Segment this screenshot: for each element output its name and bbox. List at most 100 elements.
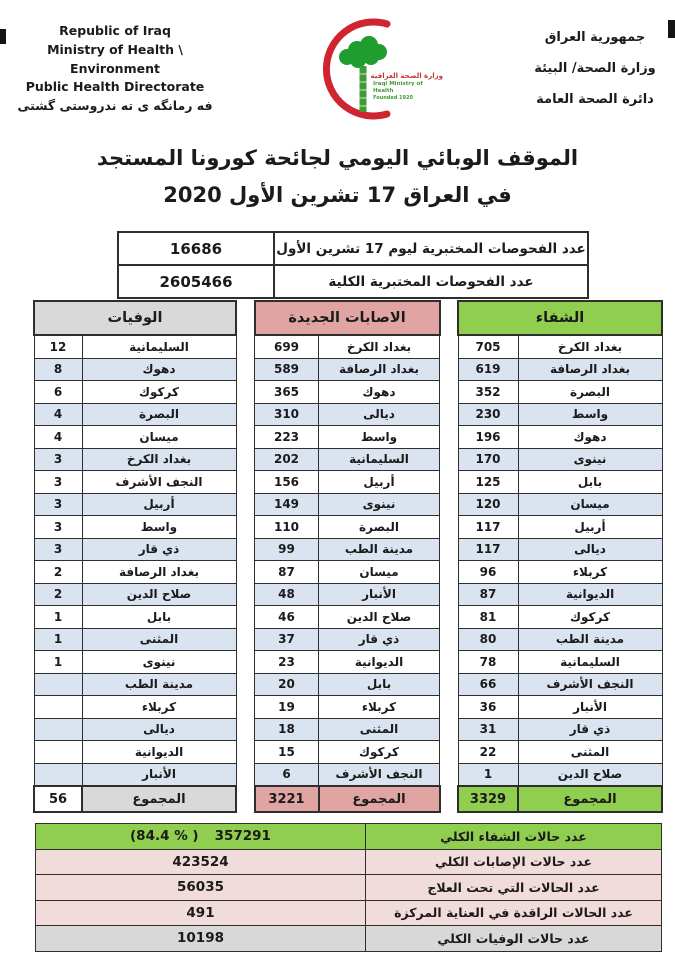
page-title-line2: في العراق 17 تشرين الأول 2020: [163, 183, 512, 207]
summary-value: 491: [35, 899, 366, 926]
table-row: 3 واسط: [33, 515, 237, 539]
summary-label: عدد الحالات التي تحت العلاج: [365, 874, 662, 901]
province-cell: بغداد الكرخ: [318, 334, 440, 359]
province-cell: ميسان: [81, 425, 237, 449]
header-ar-line1: جمهورية العراق: [544, 30, 646, 45]
province-cell: البصرة: [517, 380, 663, 404]
deaths-table: الوفيات 12 السليمانية 8 دهوك 6 كركوك 4 البصرة 4 م…: [33, 300, 237, 813]
table-row: 16686 عدد الفحوصات المختبرية ليوم 17 تشر…: [117, 231, 589, 266]
value-cell: 96: [457, 560, 519, 584]
province-cell: بغداد الكرخ: [81, 447, 237, 471]
value-cell: 19: [254, 695, 319, 719]
table-row: 81 كركوك: [457, 605, 663, 629]
table-row: 223 واسط: [254, 425, 440, 449]
table-row: 96 كربلاء: [457, 560, 663, 584]
province-cell: بابل: [318, 672, 440, 696]
province-cell: ديالى: [517, 537, 663, 561]
table-row: 36 الأنبار: [457, 695, 663, 719]
table-row: 23 الديوانية: [254, 650, 440, 674]
infections-total-label: المجموع: [317, 785, 441, 813]
value-cell: 3: [33, 470, 83, 494]
value-cell: 619: [457, 357, 519, 381]
infections-table-title: الاصابات الجديدة: [253, 300, 441, 336]
province-cell: أربيل: [517, 515, 663, 539]
recoveries-table: الشفاء 705 بغداد الكرخ 619 بغداد الرصافة 352…: [457, 300, 663, 813]
table-row: 31 ذي قار: [457, 717, 663, 741]
table-row: 8 دهوك: [33, 357, 237, 381]
value-cell: 80: [457, 627, 519, 651]
table-row: 705 بغداد الكرخ: [457, 334, 663, 359]
value-cell: 6: [254, 762, 319, 787]
province-cell: النجف الأشرف: [81, 470, 237, 494]
table-row: 3 بغداد الكرخ: [33, 447, 237, 471]
province-cell: دهوك: [318, 380, 440, 404]
tests-total-label: عدد الفحوصات المختبرية الكلية: [273, 264, 589, 299]
table-row: 2 بغداد الرصافة: [33, 560, 237, 584]
table-row: 117 ديالى: [457, 537, 663, 561]
table-row: 19 كربلاء: [254, 695, 440, 719]
value-cell: 230: [457, 402, 519, 426]
deaths-total-label: المجموع: [81, 785, 237, 813]
province-cell: كركوك: [517, 605, 663, 629]
value-cell: 4: [33, 425, 83, 449]
table-row: 117 أربيل: [457, 515, 663, 539]
table-row: 589 بغداد الرصافة: [254, 357, 440, 381]
summary-label: عدد الحالات الراقدة في العناية المركزة: [365, 899, 662, 926]
ministry-of-health-logo: وزارة الصحة العراقية Iraqi Ministry of H…: [295, 12, 445, 130]
header-english: Republic of Iraq Ministry of Health \ En…: [4, 22, 226, 116]
value-cell: 37: [254, 627, 319, 651]
province-cell: ميسان: [517, 492, 663, 516]
value-cell: 8: [33, 357, 83, 381]
value-cell: 87: [254, 560, 319, 584]
value-cell: 1: [33, 650, 83, 674]
value-cell: 18: [254, 717, 319, 741]
header-kurdish-line: فه رمانگه ى ته ندروستى گشتى: [17, 98, 213, 113]
value-cell: 149: [254, 492, 319, 516]
province-cell: بغداد الرصافة: [81, 560, 237, 584]
tests-total-value: 2605466: [117, 264, 275, 299]
value-cell: 1: [33, 605, 83, 629]
province-cell: دهوك: [81, 357, 237, 381]
value-cell: 36: [457, 695, 519, 719]
value-cell: 1: [33, 627, 83, 651]
table-row: 15 كركوك: [254, 740, 440, 764]
province-cell: بابل: [81, 605, 237, 629]
summary-value: (84.4 % ) 357291: [35, 823, 366, 850]
value-cell: 117: [457, 515, 519, 539]
value-cell: 23: [254, 650, 319, 674]
province-cell: بغداد الكرخ: [517, 334, 663, 359]
table-row: 87 ميسان: [254, 560, 440, 584]
value-cell: 66: [457, 672, 519, 696]
table-row: 619 بغداد الرصافة: [457, 357, 663, 381]
summary-row: 56035 عدد الحالات التي تحت العلاج: [35, 874, 662, 901]
table-row: 4 البصرة: [33, 402, 237, 426]
value-cell: 699: [254, 334, 319, 359]
table-row: 352 البصرة: [457, 380, 663, 404]
province-cell: السليمانية: [517, 650, 663, 674]
value-cell: 3: [33, 515, 83, 539]
table-row: 1 صلاح الدين: [457, 762, 663, 787]
province-cell: الديوانية: [517, 582, 663, 606]
logo-caption-english: Iraqi Ministry of Health: [373, 80, 423, 94]
province-cell: ديالى: [81, 717, 237, 741]
summary-number: 10198: [177, 930, 224, 947]
province-cell: أربيل: [81, 492, 237, 516]
table-row: 78 السليمانية: [457, 650, 663, 674]
page-title-line1: الموقف الوبائي اليومي لجائحة كورونا المس…: [96, 146, 579, 170]
province-cell: ذي قار: [318, 627, 440, 651]
province-cell: ذي قار: [517, 717, 663, 741]
value-cell: 46: [254, 605, 319, 629]
table-row: 156 أربيل: [254, 470, 440, 494]
header-en-line2: Ministry of Health \ Environment: [47, 41, 183, 76]
province-cell: ذي قار: [81, 537, 237, 561]
crescent-palm-icon: [323, 18, 391, 120]
value-cell: 365: [254, 380, 319, 404]
table-row: 66 النجف الأشرف: [457, 672, 663, 696]
value-cell: 22: [457, 740, 519, 764]
summary-value: 423524: [35, 848, 366, 875]
table-row: 365 دهوك: [254, 380, 440, 404]
table-row: 87 الديوانية: [457, 582, 663, 606]
value-cell: [33, 762, 83, 787]
value-cell: 3: [33, 492, 83, 516]
